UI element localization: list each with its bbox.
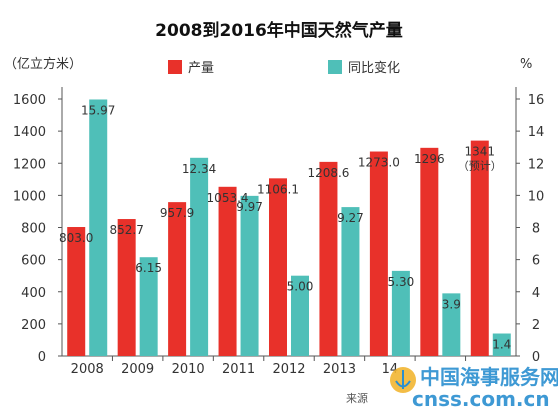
watermark-text-cn: 中国海事服务网 bbox=[420, 365, 558, 389]
data-label-change-2011: 9.97 bbox=[236, 200, 263, 214]
bar-output-2012 bbox=[269, 178, 287, 356]
left-tick-label: 400 bbox=[21, 286, 46, 301]
right-tick-label: 0 bbox=[532, 350, 540, 365]
watermark-text-domain: cnss.com.cn bbox=[412, 387, 550, 410]
data-label-change-2015: 3.9 bbox=[442, 297, 461, 311]
bar-output-2008 bbox=[67, 227, 86, 356]
data-label-output-2013: 1208.6 bbox=[307, 166, 349, 180]
legend: 产量 同比变化 bbox=[168, 60, 400, 76]
right-tick-label: 10 bbox=[528, 189, 545, 204]
right-tick-label: 12 bbox=[528, 157, 545, 172]
data-label-change-2008: 15.97 bbox=[81, 103, 115, 117]
legend-swatch-change bbox=[328, 60, 342, 74]
bar-output-2013 bbox=[319, 161, 338, 356]
bar-output-2009 bbox=[117, 219, 136, 356]
x-tick-label: 2008 bbox=[71, 362, 104, 377]
axes: 0 200 400 600 800 1000 1200 1400 1600 0 2 4 6 8 10 12 14… bbox=[13, 87, 544, 377]
legend-swatch-output bbox=[168, 60, 182, 74]
right-axis-unit: % bbox=[520, 57, 532, 72]
legend-label-change: 同比变化 bbox=[348, 60, 400, 76]
right-tick-label: 2 bbox=[532, 318, 540, 333]
data-labels: 803.0 15.97 852.7 6.15 957.9 12.34 1053.49.97 1… bbox=[59, 103, 511, 351]
x-tick-label: 2010 bbox=[172, 362, 205, 377]
bar-change-2016 bbox=[492, 333, 511, 356]
watermark-anchor-icon bbox=[395, 370, 411, 389]
bar-output-2015 bbox=[420, 147, 439, 356]
data-label-output-2016: 1341 bbox=[465, 145, 496, 159]
data-label-output-2011: 1053.4 bbox=[207, 191, 249, 205]
note-2016-estimate: （预计） bbox=[458, 160, 502, 173]
data-label-output-2015: 1296 bbox=[414, 152, 445, 166]
left-tick-label: 200 bbox=[21, 318, 46, 333]
data-label-change-2014: 5.30 bbox=[388, 275, 415, 289]
data-label-change-2010: 12.34 bbox=[182, 162, 216, 176]
bar-output-2016 bbox=[470, 140, 489, 356]
left-tick-label: 1200 bbox=[13, 157, 46, 172]
x-tick-label: 2011 bbox=[222, 362, 255, 377]
x-tick-label: 2009 bbox=[121, 362, 154, 377]
bar-change-2012 bbox=[291, 275, 309, 356]
bar-change-2015 bbox=[442, 293, 461, 356]
right-tick-label: 14 bbox=[528, 125, 545, 140]
right-tick-label: 16 bbox=[528, 93, 545, 108]
left-tick-label: 1600 bbox=[13, 93, 46, 108]
bar-change-2009 bbox=[139, 257, 158, 356]
data-label-output-2012: 1106.1 bbox=[257, 182, 299, 196]
x-tick-label: 2013 bbox=[323, 362, 356, 377]
data-label-output-2014: 1273.0 bbox=[358, 156, 400, 170]
right-tick-label: 4 bbox=[532, 286, 540, 301]
data-label-output-2009: 852.7 bbox=[109, 223, 143, 237]
right-tick-label: 8 bbox=[532, 222, 540, 237]
bar-change-2013 bbox=[341, 207, 360, 356]
x-tick-label: 2012 bbox=[272, 362, 305, 377]
bar-change-2011 bbox=[240, 195, 259, 356]
data-label-change-2013: 9.27 bbox=[337, 211, 364, 225]
bar-output-2014 bbox=[369, 151, 388, 356]
left-tick-label: 800 bbox=[21, 222, 46, 237]
data-label-change-2012: 5.00 bbox=[287, 280, 314, 294]
bar-change-2008 bbox=[89, 99, 108, 356]
left-tick-label: 1000 bbox=[13, 189, 46, 204]
right-tick-label: 6 bbox=[532, 254, 540, 269]
bars bbox=[67, 99, 511, 356]
bar-change-2010 bbox=[190, 157, 209, 356]
bar-output-2010 bbox=[168, 202, 187, 356]
source-label: 来源 bbox=[346, 391, 368, 405]
data-label-output-2010: 957.9 bbox=[160, 206, 194, 220]
legend-label-output: 产量 bbox=[188, 61, 214, 76]
bar-change-2014 bbox=[391, 270, 410, 356]
left-tick-label: 600 bbox=[21, 254, 46, 269]
bar-output-2011 bbox=[218, 186, 237, 356]
data-label-output-2008: 803.0 bbox=[59, 231, 93, 245]
left-tick-label: 0 bbox=[38, 350, 46, 365]
data-label-change-2009: 6.15 bbox=[135, 261, 162, 275]
left-tick-label: 1400 bbox=[13, 125, 46, 140]
watermark: 来源 中国海事服务网 cnss.com.cn bbox=[346, 365, 558, 410]
data-label-change-2016: 1.4 bbox=[492, 338, 511, 352]
left-axis-unit: （亿立方米） bbox=[4, 56, 82, 72]
chart-title: 2008到2016年中国天然气产量 bbox=[155, 20, 403, 41]
